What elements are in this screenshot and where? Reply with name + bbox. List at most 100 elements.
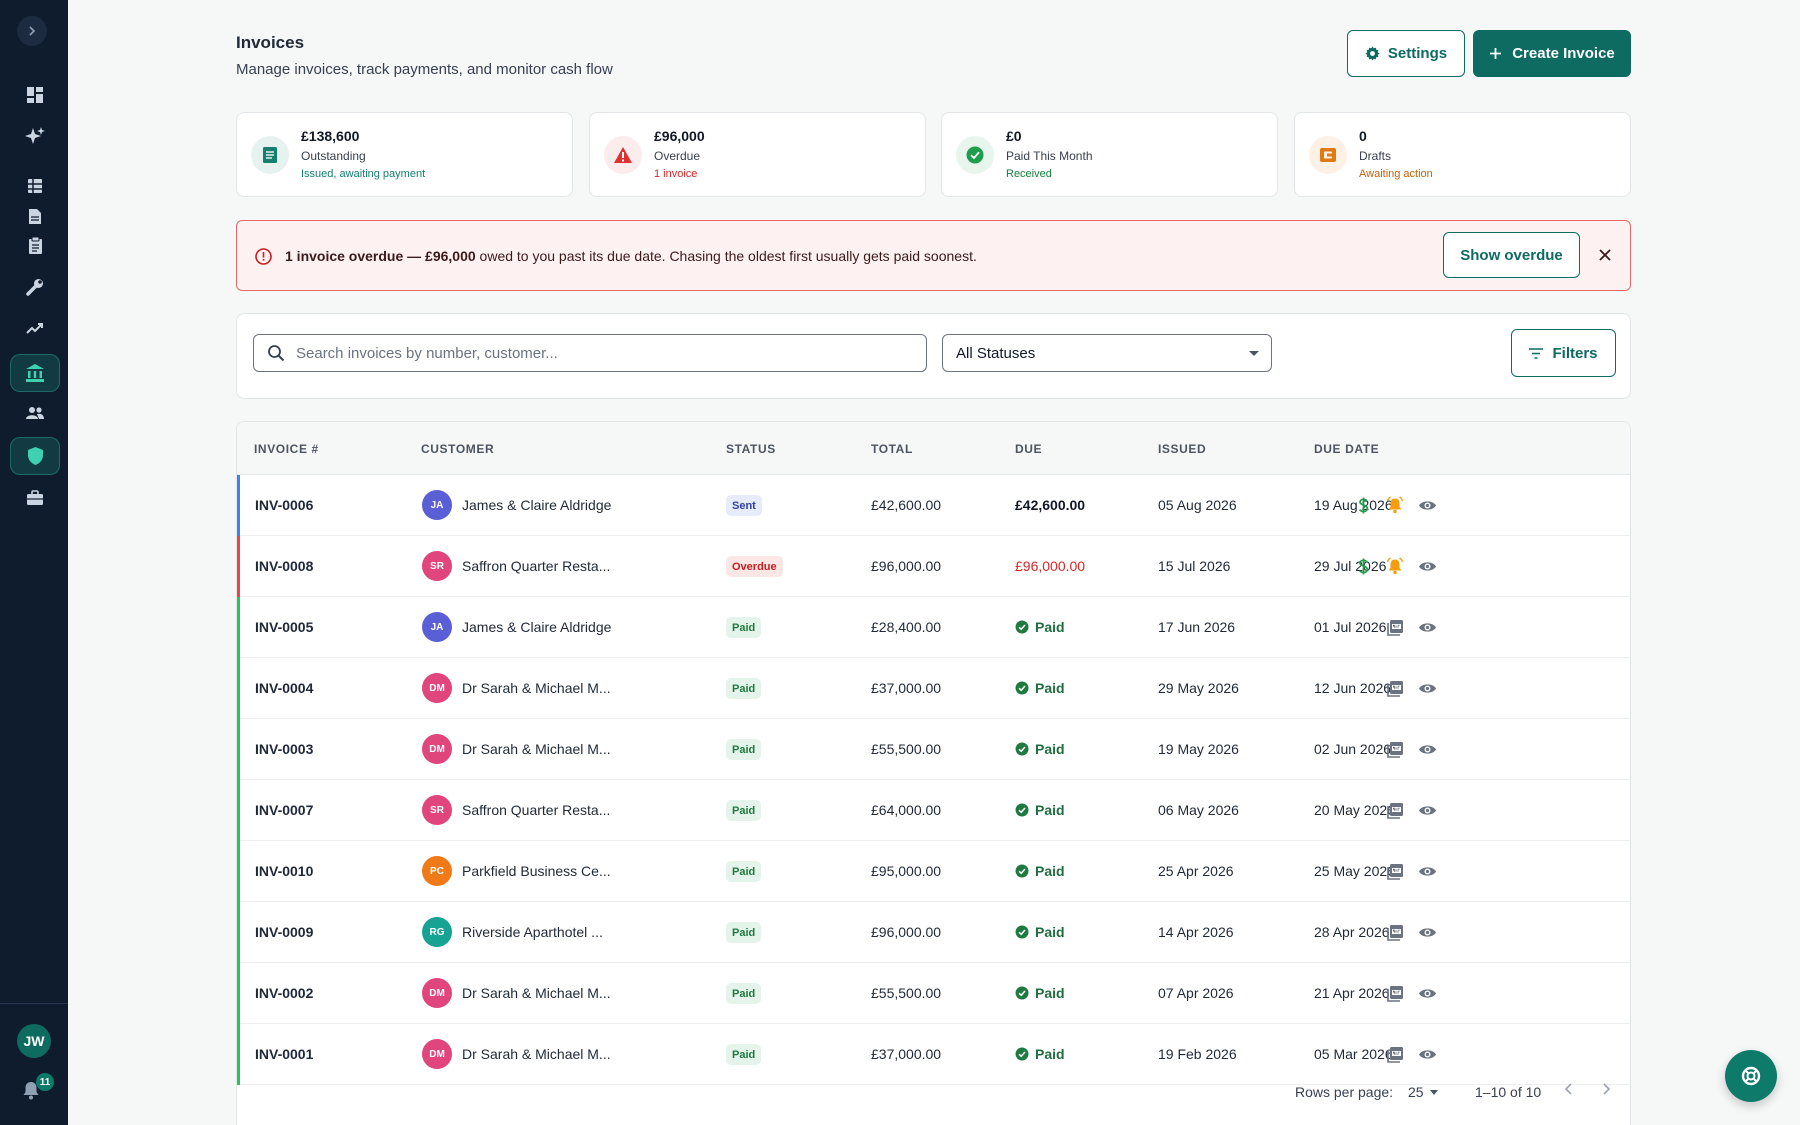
invoice-number[interactable]: INV-0009 <box>255 924 314 940</box>
column-header-status[interactable]: STATUS <box>726 442 776 456</box>
column-header-due-date[interactable]: DUE DATE <box>1314 442 1380 456</box>
sidebar-item-dashboard[interactable] <box>10 78 60 112</box>
download-pdf-button[interactable] <box>1384 921 1406 943</box>
send-reminder-button[interactable] <box>1384 555 1406 577</box>
due-cell: £96,000.00 <box>1015 558 1086 574</box>
table-row[interactable]: INV-0001 DM Dr Sarah & Michael M... Paid £37… <box>237 1024 1630 1085</box>
customer-avatar: DM <box>422 1039 452 1069</box>
column-header-issued[interactable]: ISSUED <box>1158 442 1207 456</box>
table-row[interactable]: INV-0004 DM Dr Sarah & Michael M... Paid £37… <box>237 658 1630 719</box>
sidebar-item-tools[interactable] <box>10 270 60 304</box>
download-pdf-button[interactable] <box>1384 677 1406 699</box>
customer-name: Dr Sarah & Michael M... <box>462 985 611 1001</box>
table-row[interactable]: INV-0006 JA James & Claire Aldridge Sent £42… <box>237 475 1630 536</box>
support-button[interactable] <box>1725 1050 1777 1102</box>
sidebar-item-documents[interactable] <box>10 199 60 233</box>
create-invoice-button[interactable]: Create Invoice <box>1473 30 1631 77</box>
next-page-button[interactable] <box>1601 1082 1611 1101</box>
download-pdf-button[interactable] <box>1384 982 1406 1004</box>
sidebar-toggle-button[interactable] <box>17 16 47 46</box>
table-row[interactable]: INV-0008 SR Saffron Quarter Resta... Overdu… <box>237 536 1630 597</box>
send-reminder-button[interactable] <box>1384 494 1406 516</box>
view-invoice-button[interactable] <box>1416 738 1438 760</box>
table-row[interactable]: INV-0002 DM Dr Sarah & Michael M... Paid £55… <box>237 963 1630 1024</box>
stat-label: Overdue <box>654 149 701 163</box>
column-header-invoice[interactable]: INVOICE # <box>254 442 319 456</box>
close-alert-button[interactable] <box>1594 244 1616 266</box>
page-subtitle: Manage invoices, track payments, and mon… <box>236 61 613 78</box>
table-row[interactable]: INV-0003 DM Dr Sarah & Michael M... Paid £55… <box>237 719 1630 780</box>
download-pdf-button[interactable] <box>1384 616 1406 638</box>
invoice-number[interactable]: INV-0004 <box>255 680 314 696</box>
download-pdf-button[interactable] <box>1384 799 1406 821</box>
due-cell: Paid <box>1015 619 1065 635</box>
view-invoice-button[interactable] <box>1416 799 1438 821</box>
notifications-button[interactable] <box>22 1080 40 1105</box>
settings-button[interactable]: Settings <box>1347 30 1465 77</box>
status-indicator-bar <box>237 1024 240 1085</box>
column-header-customer[interactable]: CUSTOMER <box>421 442 495 456</box>
invoice-number[interactable]: INV-0010 <box>255 863 314 879</box>
invoice-number[interactable]: INV-0001 <box>255 1046 314 1062</box>
status-badge: Paid <box>726 1044 762 1065</box>
due-date-cell: 29 Jul 2026 <box>1314 558 1387 574</box>
invoice-number[interactable]: INV-0002 <box>255 985 314 1001</box>
table-row[interactable]: INV-0009 RG Riverside Aparthotel ... Paid £9… <box>237 902 1630 963</box>
view-invoice-button[interactable] <box>1416 555 1438 577</box>
previous-page-button[interactable] <box>1564 1082 1574 1101</box>
search-input[interactable] <box>296 342 896 364</box>
view-invoice-button[interactable] <box>1416 616 1438 638</box>
caret-down-icon <box>1249 351 1259 356</box>
due-cell: Paid <box>1015 802 1065 818</box>
pdf-icon <box>1386 741 1403 758</box>
sidebar-item-reports[interactable] <box>10 311 60 345</box>
chevron-right-icon <box>29 26 36 36</box>
sidebar-item-ai[interactable] <box>10 119 60 153</box>
issued-cell: 19 May 2026 <box>1158 741 1239 757</box>
sidebar-item-grid[interactable] <box>10 169 60 203</box>
eye-icon <box>1418 622 1436 632</box>
sidebar-item-banking[interactable] <box>10 354 60 392</box>
view-invoice-button[interactable] <box>1416 921 1438 943</box>
download-pdf-button[interactable] <box>1384 738 1406 760</box>
filters-button[interactable]: Filters <box>1511 329 1616 377</box>
issued-cell: 05 Aug 2026 <box>1158 497 1237 513</box>
invoice-number[interactable]: INV-0005 <box>255 619 314 635</box>
alert-icon <box>255 248 272 270</box>
rows-per-page-select[interactable]: 25 <box>1408 1084 1424 1100</box>
caret-down-icon[interactable] <box>1430 1090 1438 1095</box>
download-pdf-button[interactable] <box>1384 1043 1406 1065</box>
table-row[interactable]: INV-0005 JA James & Claire Aldridge Paid £28… <box>237 597 1630 658</box>
table-row[interactable]: INV-0007 SR Saffron Quarter Resta... Paid £6… <box>237 780 1630 841</box>
filter-bar: All Statuses Filters <box>236 313 1631 399</box>
invoice-number[interactable]: INV-0006 <box>255 497 314 513</box>
issued-cell: 17 Jun 2026 <box>1158 619 1236 635</box>
invoice-number[interactable]: INV-0003 <box>255 741 314 757</box>
user-avatar[interactable]: JW <box>17 1024 51 1058</box>
sidebar-item-clipboard[interactable] <box>10 229 60 263</box>
status-indicator-bar <box>237 536 240 597</box>
column-header-total[interactable]: TOTAL <box>871 442 913 456</box>
view-invoice-button[interactable] <box>1416 982 1438 1004</box>
view-invoice-button[interactable] <box>1416 677 1438 699</box>
view-invoice-button[interactable] <box>1416 1043 1438 1065</box>
view-invoice-button[interactable] <box>1416 494 1438 516</box>
invoice-number[interactable]: INV-0008 <box>255 558 314 574</box>
download-pdf-button[interactable] <box>1384 860 1406 882</box>
view-invoice-button[interactable] <box>1416 860 1438 882</box>
sidebar-item-people[interactable] <box>10 396 60 430</box>
record-payment-button[interactable] <box>1352 494 1374 516</box>
record-payment-button[interactable] <box>1352 555 1374 577</box>
total-cell: £37,000.00 <box>871 1046 942 1062</box>
table-row[interactable]: INV-0010 PC Parkfield Business Ce... Paid £9… <box>237 841 1630 902</box>
due-cell: Paid <box>1015 1046 1065 1062</box>
sidebar-item-business[interactable] <box>10 481 60 515</box>
column-header-due[interactable]: DUE <box>1015 442 1043 456</box>
status-select[interactable]: All Statuses <box>942 334 1272 372</box>
total-cell: £64,000.00 <box>871 802 942 818</box>
check-circle-icon <box>1015 620 1029 634</box>
sidebar-item-security[interactable] <box>10 437 60 475</box>
search-box[interactable] <box>253 334 927 372</box>
invoice-number[interactable]: INV-0007 <box>255 802 314 818</box>
show-overdue-button[interactable]: Show overdue <box>1443 232 1580 278</box>
